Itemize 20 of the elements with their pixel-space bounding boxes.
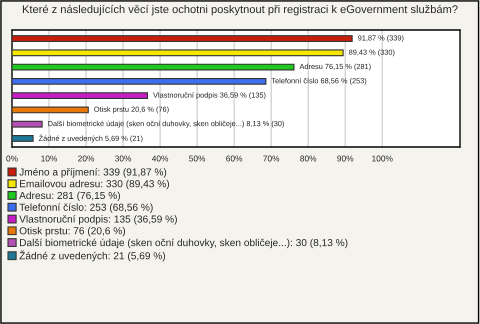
legend-label: Otisk prstu: 76 (20,6 %) [20, 226, 126, 236]
legend-label: Jméno a příjmení: 339 (91,87 %) [19, 168, 166, 178]
x-tick-label: 50% [189, 156, 206, 162]
chart-title: Které z následujících věcí jste ochotni poskytnout při registraci k eGovernment službám? [22, 4, 458, 16]
legend-label: Žádné z uvedených: 21 (5,69 %) [19, 250, 166, 262]
x-tick-label: 60% [226, 156, 242, 162]
x-tick-label: 30% [115, 156, 132, 162]
x-tick-label: 70% [263, 156, 280, 162]
x-tick-label: 40% [152, 156, 168, 162]
x-tick-label: 90% [337, 156, 354, 162]
legend-label: Další biometrické údaje (sken oční duhovky, sken obličeje...): 30 (8,13 %) [20, 238, 348, 248]
x-tick-label: 80% [300, 156, 316, 162]
x-tick-label: 10% [41, 156, 58, 162]
legend-label: Telefonní číslo: 253 (68,56 %) [19, 203, 153, 213]
legend-label: Vlastnoruční podpis: 135 (36,59 %) [19, 215, 177, 225]
x-tick-label: 20% [78, 156, 94, 162]
x-tick-label: 100% [372, 156, 393, 162]
legend-label: Emailovou adresu: 330 (89,43 %) [20, 180, 170, 190]
legend-label: Adresu: 281 (76,15 %) [19, 192, 120, 202]
x-tick-label: 0% [6, 156, 18, 162]
